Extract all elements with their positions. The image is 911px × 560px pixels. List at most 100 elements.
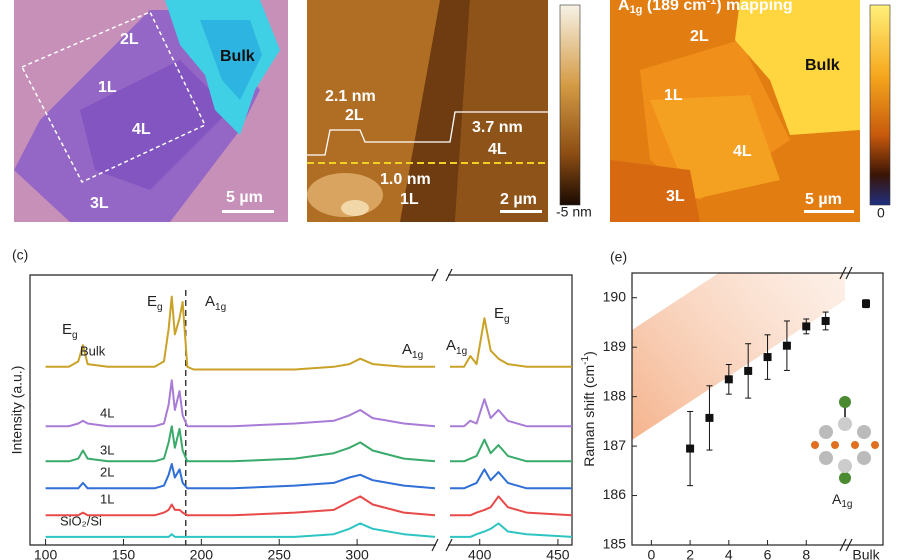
layer-label: Bulk	[220, 48, 255, 65]
x-tick-label: 150	[112, 547, 136, 560]
peak-label-main: E	[494, 305, 504, 322]
x-tick-label: 200	[190, 547, 214, 560]
layer-label: 1L	[664, 87, 683, 104]
spectrum	[450, 522, 573, 538]
colorbar-label: -5 nm	[556, 204, 592, 220]
y-axis-label: Raman shift (cm-1)	[580, 351, 597, 467]
scale-bar-label: 2 µm	[500, 191, 537, 208]
layer-label: 4L	[488, 141, 507, 158]
peak-label: A1g	[205, 293, 226, 313]
peak-label-sub: g	[504, 314, 510, 325]
point	[782, 341, 791, 350]
x-tick-label: 400	[468, 547, 492, 560]
point	[705, 413, 714, 422]
layer-label: Bulk	[805, 57, 840, 74]
peak-label: A1g	[446, 337, 467, 357]
layer-label: 1L	[400, 191, 419, 208]
spectrum	[450, 495, 573, 517]
x-tick-label: 0	[647, 547, 655, 560]
plot-frame	[631, 272, 884, 546]
scale-bar-label: 5 µm	[805, 191, 842, 208]
peak-label-main: A	[402, 341, 412, 358]
step-label: 3.7 nm	[472, 119, 523, 136]
plot-frame	[29, 274, 573, 546]
series-label: 3L	[100, 442, 114, 457]
inset-label: A1g	[832, 491, 852, 510]
y-axis-label: Intensity (a.u.)	[9, 366, 25, 455]
axis-break	[431, 268, 453, 552]
layer-label: 2L	[690, 28, 709, 45]
x-tick-label: 250	[268, 547, 292, 560]
x-tick-label: 8	[802, 547, 810, 560]
peak-label: Eg	[147, 293, 163, 313]
colorbar-label: 0	[877, 205, 885, 221]
peak-label: Eg	[62, 321, 78, 341]
spectrum	[450, 398, 572, 428]
inset-structure	[811, 396, 879, 484]
peak-label-sub: g	[72, 330, 78, 341]
y-tick-label: 186	[603, 486, 627, 502]
layer-label: 4L	[132, 121, 151, 138]
series-label: SiO₂/Si	[60, 513, 102, 528]
layer-label: 3L	[90, 195, 109, 212]
colorbar	[559, 4, 581, 206]
point	[802, 322, 811, 331]
x-tick-label: 300	[345, 547, 369, 560]
spectrum	[450, 468, 572, 490]
spectrum	[45, 495, 436, 517]
trend-band	[632, 273, 845, 440]
raman-map	[610, 0, 860, 222]
y-tick-label: 188	[603, 387, 627, 403]
peak-label: Eg	[494, 305, 510, 325]
axis-break	[839, 266, 853, 552]
point	[821, 316, 830, 325]
x-tick-label: 100	[34, 547, 58, 560]
y-tick-label: 189	[603, 338, 627, 354]
point	[724, 375, 733, 384]
series-label: 1L	[100, 491, 114, 506]
panel-label: (c)	[12, 247, 28, 263]
series-label: 4L	[100, 405, 114, 420]
peak-label-main: E	[62, 321, 72, 338]
peak-label-main: E	[147, 293, 157, 310]
step-label: 2.1 nm	[325, 88, 376, 105]
step-label: 1.0 nm	[380, 171, 431, 188]
panel-label: (e)	[610, 249, 627, 265]
optical-image	[14, 0, 288, 222]
scale-bar-label: 5 µm	[226, 189, 263, 206]
spectrum	[450, 438, 572, 463]
afm-image	[307, 0, 548, 222]
spectrum	[450, 317, 572, 368]
peak-label-sub: g	[157, 302, 163, 313]
x-tick-label: 450	[546, 547, 570, 560]
spectrum	[45, 463, 436, 490]
x-tick-label: 4	[725, 547, 733, 560]
y-tick-label: 190	[603, 288, 627, 304]
map-title: A1g (189 cm-1) mapping	[618, 0, 793, 16]
layer-label: 4L	[733, 143, 752, 160]
point	[744, 366, 753, 375]
x-tick-label: 6	[764, 547, 772, 560]
spectrum	[45, 379, 436, 428]
series-label: 2L	[100, 464, 114, 479]
spectrum	[45, 295, 435, 371]
layer-label: 2L	[345, 107, 364, 124]
peak-label-sub: 1g	[456, 346, 467, 357]
peak-label: A1g	[402, 341, 423, 361]
peak-label-main: A	[446, 337, 456, 354]
y-tick-label: 185	[603, 536, 627, 552]
spectrum	[45, 522, 436, 538]
peak-label-main: A	[205, 293, 215, 310]
y-tick-label: 187	[603, 437, 627, 453]
layer-label: 3L	[666, 188, 685, 205]
x-tick-label: 2	[686, 547, 694, 560]
point	[763, 353, 772, 362]
point	[686, 444, 695, 453]
point	[862, 299, 870, 308]
colorbar	[869, 4, 891, 206]
layer-label: 1L	[98, 79, 117, 96]
layer-label: 2L	[120, 31, 139, 48]
spectrum	[45, 425, 436, 463]
peak-label-sub: 1g	[412, 350, 423, 361]
